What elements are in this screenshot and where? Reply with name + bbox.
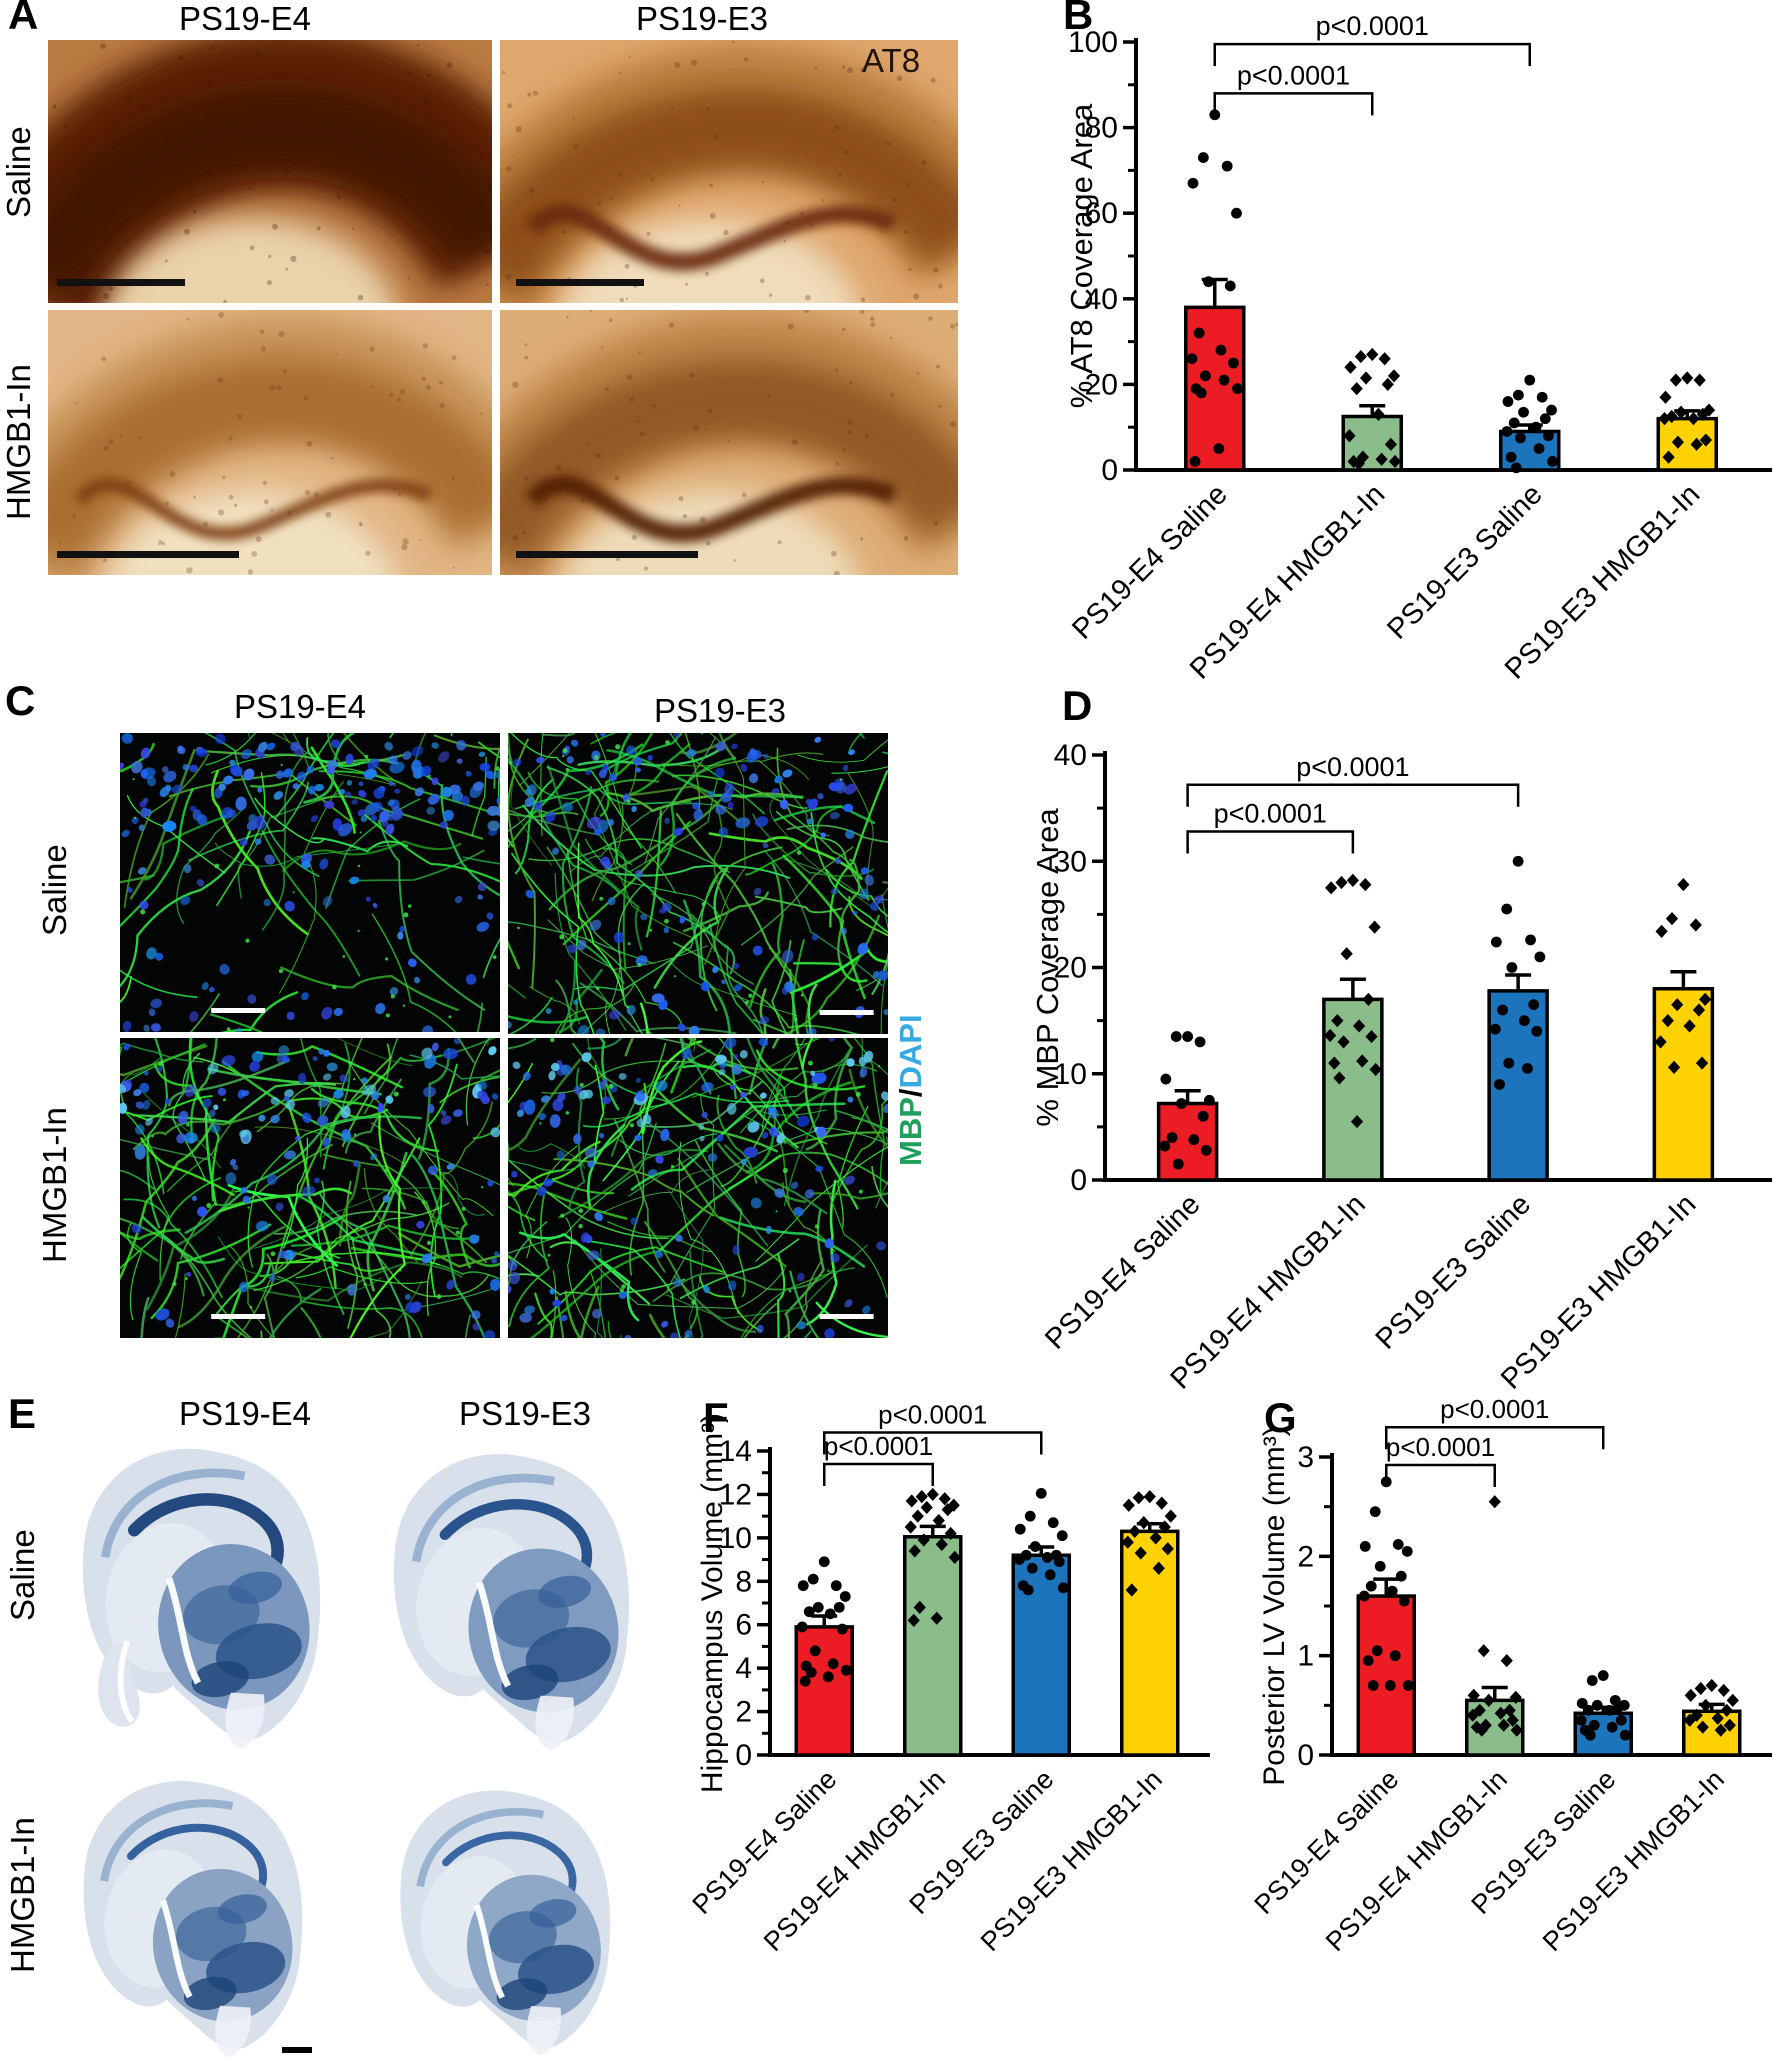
svg-text:6: 6 [735,1609,752,1642]
panel-c-image-e3-saline [508,733,888,1034]
svg-text:PS19-E3 HMGB1-In: PS19-E3 HMGB1-In [975,1764,1168,1957]
svg-text:1: 1 [1297,1640,1314,1673]
svg-text:p<0.0001: p<0.0001 [1440,1394,1549,1424]
panel-a-col-title-ps19e4: PS19-E4 [178,0,312,37]
panel-e: E PS19-E4 PS19-E3 Saline HMGB1-In [0,1390,690,2066]
svg-text:8: 8 [735,1565,752,1598]
panel-c-col-title-ps19e3: PS19-E3 [653,692,787,729]
panel-a-stain-label: AT8 [862,42,921,79]
panel-a-letter: A [8,0,39,38]
svg-text:PS19-E4 Saline: PS19-E4 Saline [1066,478,1233,645]
svg-text:PS19-E3 Saline: PS19-E3 Saline [1381,478,1548,645]
panel-c-row-label-hmgb1: HMGB1-In [36,1107,73,1263]
panel-d-letter: D [1062,682,1093,729]
panel-a-col-title-ps19e3: PS19-E3 [635,0,769,37]
svg-text:3: 3 [1297,1441,1314,1474]
svg-text:80: 80 [1085,112,1118,145]
svg-text:0: 0 [1070,1164,1087,1197]
svg-text:% MBP Coverage Area: % MBP Coverage Area [1030,808,1065,1127]
svg-text:0: 0 [1101,454,1118,487]
panel-e-brain-e4-saline [82,1448,321,1749]
svg-text:4: 4 [735,1652,752,1685]
mbp-stain-text: MBP [893,1096,928,1166]
svg-text:100: 100 [1068,26,1118,59]
chart-at8-coverage: 0 20 40 60 80 100 % AT8 Coverage Area PS19-E4 S… [1064,11,1772,686]
panel-e-col-title-ps19e3: PS19-E3 [458,1395,592,1432]
svg-text:2: 2 [1297,1540,1314,1573]
svg-text:p<0.0001: p<0.0001 [824,1431,933,1461]
svg-text:10: 10 [719,1522,752,1555]
panel-e-brain-e3-hmgb1 [400,1790,611,2056]
panel-c-stain-label: MBP/DAPI [893,955,929,1225]
svg-text:p<0.0001: p<0.0001 [1296,752,1409,782]
panel-e-brain-e4-hmgb1 [83,1781,303,2058]
panel-c-image-e4-saline [120,733,500,1032]
svg-text:2: 2 [735,1696,752,1729]
panel-a: A PS19-E4 PS19-E3 Saline HMGB1-In AT8 [0,0,1005,665]
svg-text:14: 14 [719,1435,752,1468]
panel-a-row-label-saline: Saline [0,126,37,218]
svg-text:60: 60 [1085,197,1118,230]
panel-c-image-e4-hmgb1 [120,1038,500,1338]
panel-a-row-label-hmgb1: HMGB1-In [0,364,37,520]
panel-c-col-title-ps19e4: PS19-E4 [233,688,367,725]
panel-a-image-e4-saline [48,40,492,303]
panel-a-image-e3-saline [500,40,958,303]
panel-b: B 0 20 40 60 80 100 % AT8 Coverage Area PS19-E4… [1060,0,1774,686]
svg-text:PS19-E4 HMGB1-In: PS19-E4 HMGB1-In [758,1764,951,1957]
panel-e-brain-e3-saline [393,1454,630,1752]
panel-a-image-e3-hmgb1 [500,310,958,575]
svg-text:p<0.0001: p<0.0001 [1316,11,1429,41]
svg-text:10: 10 [1054,1058,1087,1091]
svg-text:p<0.0001: p<0.0001 [1386,1432,1495,1462]
panel-a-image-e4-hmgb1 [48,310,492,575]
svg-text:0: 0 [1297,1739,1314,1772]
panel-b-letter: B [1063,0,1094,38]
svg-text:20: 20 [1085,368,1118,401]
panel-f: F 0 2 4 6 8 10 12 14 Hippocampus Volume (mm³) PS1… [686,1394,1212,2066]
panel-e-row-label-hmgb1: HMGB1-In [4,1817,41,1973]
panel-g: G 0 1 2 3 Posterior LV Volume (mm³) PS19-E4 S… [1248,1394,1774,2066]
svg-text:PS19-E4 Saline: PS19-E4 Saline [1039,1188,1206,1355]
svg-text:p<0.0001: p<0.0001 [878,1400,987,1430]
svg-text:12: 12 [719,1478,752,1511]
dapi-stain-text: DAPI [893,1014,928,1089]
svg-text:Posterior LV Volume (mm³): Posterior LV Volume (mm³) [1258,1426,1291,1786]
svg-text:40: 40 [1054,739,1087,772]
panel-c: C PS19-E4 PS19-E3 Saline HMGB1-In MBP/DA… [0,677,1005,1360]
svg-text:PS19-E4 HMGB1-In: PS19-E4 HMGB1-In [1320,1764,1513,1957]
panel-e-scale-bar [282,2047,312,2053]
stain-separator: / [893,1088,928,1097]
svg-text:PS19-E3 Saline: PS19-E3 Saline [1370,1188,1537,1355]
panel-f-letter: F [703,1394,729,1441]
svg-text:40: 40 [1085,283,1118,316]
svg-text:0: 0 [735,1739,752,1772]
chart-mbp-coverage: 0 10 20 30 40 % MBP Coverage Area PS19-E4 Sali… [1030,739,1772,1396]
panel-c-row-label-saline: Saline [36,844,73,936]
panel-c-image-e3-hmgb1 [508,1038,888,1338]
panel-e-letter: E [8,1390,37,1437]
svg-text:20: 20 [1054,952,1087,985]
panel-c-letter: C [5,677,36,724]
panel-e-col-title-ps19e4: PS19-E4 [178,1395,312,1432]
panel-d: D 0 10 20 30 40 % MBP Coverage Area PS19-E4 Sa… [1030,682,1774,1396]
svg-text:30: 30 [1054,845,1087,878]
svg-text:p<0.0001: p<0.0001 [1214,799,1327,829]
panel-g-letter: G [1264,1394,1297,1441]
svg-text:% AT8 Coverage Area: % AT8 Coverage Area [1064,103,1099,408]
svg-text:Hippocampus Volume (mm³): Hippocampus Volume (mm³) [696,1413,729,1793]
svg-text:p<0.0001: p<0.0001 [1237,60,1350,90]
panel-e-row-label-saline: Saline [4,1529,41,1621]
svg-text:PS19-E3 HMGB1-In: PS19-E3 HMGB1-In [1537,1764,1730,1957]
